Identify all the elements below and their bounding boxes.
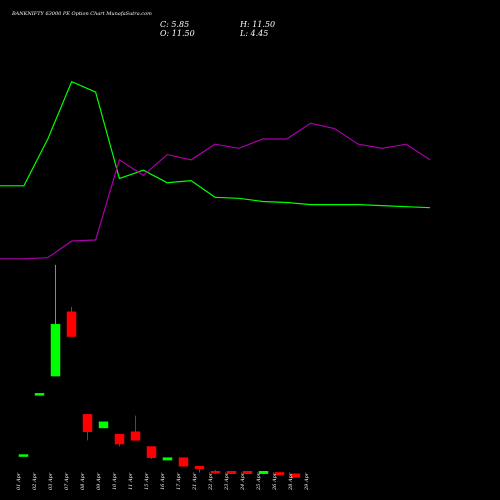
indicator-line-1 <box>0 80 431 209</box>
x-tick-label: 26 Apr <box>272 472 278 491</box>
x-tick-label: 28 Apr <box>288 472 294 491</box>
x-tick-label: 07 Apr <box>64 472 70 490</box>
candle-body <box>258 470 269 474</box>
x-tick-label: 10 Apr <box>112 472 118 490</box>
chart-title: BANKNIFTY 63000 PE Option Chart MunafaSu… <box>11 11 152 17</box>
low-readout: L: 4.45 <box>239 29 268 38</box>
candle-body <box>114 433 125 445</box>
x-tick-label: 23 Apr <box>224 472 230 491</box>
candle-body <box>226 470 237 474</box>
x-tick-label: 15 Apr <box>144 472 150 490</box>
candle <box>50 264 61 377</box>
indicator-lines <box>0 80 431 260</box>
candle-body <box>178 457 189 467</box>
candle-body <box>130 431 141 441</box>
candle <box>226 470 237 474</box>
x-tick-label: 02 Apr <box>32 472 38 490</box>
candle <box>194 466 205 473</box>
x-axis-labels: 01 Apr 02 Apr 03 Apr 07 Apr 08 Apr 09 Apr 10 A… <box>16 472 310 491</box>
candle <box>258 470 269 474</box>
candle-body <box>82 414 93 432</box>
candle-body <box>98 421 109 429</box>
candle <box>34 393 45 396</box>
candle <box>274 472 285 476</box>
candle <box>66 306 77 337</box>
candle-body <box>162 457 173 461</box>
candle-body <box>146 446 157 458</box>
x-tick-label: 25 Apr <box>256 472 262 491</box>
x-tick-label: 17 Apr <box>176 472 182 490</box>
candle <box>98 421 109 429</box>
candle <box>82 414 93 441</box>
indicator-line-2 <box>0 122 431 260</box>
x-tick-label: 09 Apr <box>96 472 102 490</box>
candle-body <box>50 323 61 377</box>
candle <box>18 454 29 457</box>
candle <box>130 415 141 441</box>
x-tick-label: 01 Apr <box>16 472 22 490</box>
x-tick-label: 29 Apr <box>304 472 310 491</box>
candle <box>162 457 173 461</box>
x-tick-label: 24 Apr <box>240 472 246 491</box>
x-tick-label: 21 Apr <box>192 472 198 491</box>
candle-body <box>242 470 253 474</box>
candle-body <box>290 473 301 478</box>
x-tick-label: 16 Apr <box>160 472 166 490</box>
open-readout: O: 11.50 <box>160 29 195 38</box>
x-tick-label: 22 Apr <box>208 472 214 491</box>
candle <box>290 473 301 478</box>
candle-body <box>210 470 221 474</box>
close-readout: C: 5.85 <box>160 20 189 29</box>
candle <box>146 446 157 459</box>
candlesticks <box>18 264 301 478</box>
candle <box>210 470 221 474</box>
candle-body <box>274 472 285 476</box>
candle-body <box>66 311 77 337</box>
x-tick-label: 11 Apr <box>128 472 134 490</box>
candle-body <box>34 393 45 396</box>
candle <box>114 433 125 447</box>
candle <box>178 457 189 467</box>
candle <box>242 470 253 474</box>
candle-body <box>194 466 205 470</box>
x-tick-label: 03 Apr <box>48 472 54 490</box>
candle-body <box>18 454 29 457</box>
high-readout: H: 11.50 <box>239 20 275 29</box>
x-tick-label: 08 Apr <box>80 472 86 490</box>
